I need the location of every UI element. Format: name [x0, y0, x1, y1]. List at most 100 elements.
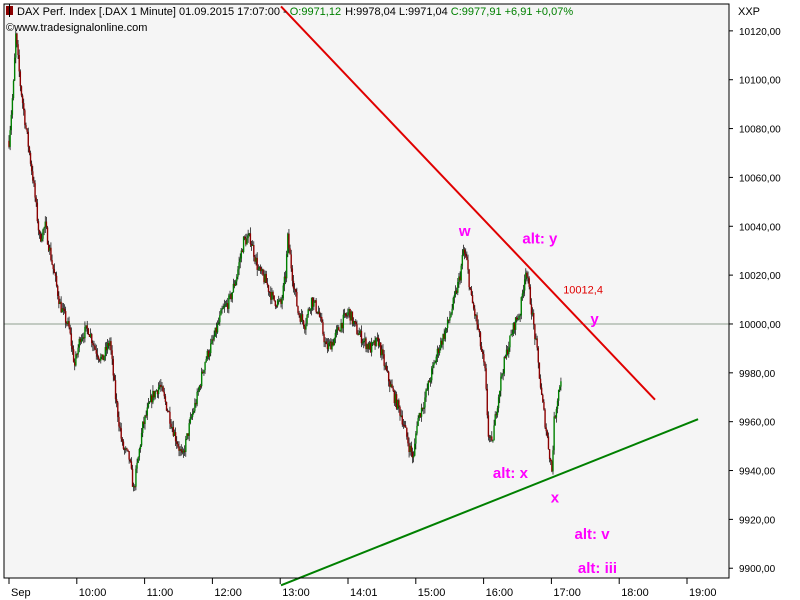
candle-body [479, 332, 482, 347]
candle-body [477, 324, 479, 330]
candle-body [489, 436, 492, 438]
resistance-trendline[interactable] [280, 5, 656, 401]
candle-body [463, 249, 466, 254]
candle-body [285, 254, 288, 279]
candle-body [191, 413, 194, 417]
candle-body [102, 354, 104, 361]
candle-body [423, 407, 425, 409]
y-tick-label: 10040,00 [739, 222, 781, 233]
candle-body [518, 316, 520, 320]
candle-body [81, 337, 84, 339]
candle-body [444, 330, 447, 339]
candle-body [389, 381, 391, 387]
candle-body [17, 44, 19, 56]
candle-body [202, 371, 204, 373]
candle-body [506, 349, 509, 355]
candle-body [186, 433, 188, 439]
candle-body [557, 390, 560, 401]
candle-body [132, 486, 135, 488]
candle-body [478, 329, 481, 333]
candle-body [210, 343, 212, 354]
candle-body [383, 354, 385, 366]
candle-body [103, 356, 105, 361]
candle-body [431, 368, 433, 381]
candle-body [225, 303, 228, 305]
candle-body [267, 285, 270, 292]
candle-body [246, 238, 248, 245]
candle-body [517, 319, 519, 321]
candle-body [43, 227, 45, 230]
y-tick-label: 9940,00 [739, 467, 776, 478]
y-tick-label: 10020,00 [739, 271, 781, 282]
candle-body [504, 357, 507, 359]
candle-body [8, 140, 10, 147]
candle-body [146, 407, 148, 416]
candle-body [128, 451, 130, 460]
candle-body [98, 359, 101, 361]
candle-body [83, 337, 85, 339]
candle-body [140, 432, 143, 446]
candle-body [38, 230, 41, 234]
candle-body [34, 183, 36, 198]
candle-body [247, 235, 249, 239]
candle-body [143, 421, 145, 425]
candle-body [257, 268, 260, 270]
x-tick-label: 15:00 [418, 587, 446, 599]
candle-body [373, 340, 375, 343]
candle-body [224, 304, 227, 306]
candle-body [221, 308, 223, 310]
candle-body [229, 294, 231, 296]
y-tick-label: 10000,00 [739, 320, 781, 331]
candle-body [494, 414, 496, 426]
candle-body [427, 381, 430, 390]
candle-body [420, 407, 423, 417]
candle-body [213, 336, 215, 340]
candle-body [476, 315, 478, 325]
support-trendline[interactable] [280, 418, 699, 587]
y-tick-label: 10080,00 [739, 125, 781, 136]
candle-body [189, 417, 192, 424]
candle-body [382, 349, 384, 355]
candle-body [292, 280, 295, 289]
candle-body [361, 342, 364, 344]
candle-body [69, 327, 71, 334]
candle-body [424, 397, 426, 408]
candle-body [44, 221, 46, 228]
candle-body [180, 449, 182, 451]
candle-body [222, 307, 224, 309]
candle-body [259, 267, 262, 272]
candle-body [49, 247, 51, 251]
candle-body [36, 202, 39, 222]
x-tick-label: 12:00 [214, 587, 242, 599]
candle-body [135, 468, 137, 487]
candle-body [32, 171, 34, 181]
candle-body [374, 340, 376, 346]
candle-body [240, 250, 243, 259]
candle-body [230, 294, 232, 300]
candle-body [42, 229, 44, 239]
candle-body [279, 299, 281, 301]
candle-body [276, 300, 279, 307]
candle-body [426, 389, 428, 391]
candle-body [433, 362, 435, 366]
candle-body [138, 448, 141, 458]
candle-body [399, 406, 401, 416]
candle-body [234, 281, 237, 286]
x-tick-label: 11:00 [147, 587, 174, 599]
candle-body [183, 450, 186, 452]
candle-body [520, 297, 522, 316]
header-open: O:9971,12 [290, 6, 341, 18]
wave-label: x [551, 489, 560, 506]
candle-body [156, 390, 159, 395]
candle-body [416, 425, 418, 434]
candle-body [113, 375, 116, 381]
candle-body [280, 299, 282, 304]
candle-body [317, 311, 320, 314]
candle-body [521, 293, 524, 298]
candle-body [278, 300, 280, 302]
candle-body [441, 340, 443, 345]
candle-body [484, 362, 486, 369]
candle-body [87, 328, 90, 335]
candle-body [297, 306, 299, 313]
candle-body [111, 350, 113, 359]
